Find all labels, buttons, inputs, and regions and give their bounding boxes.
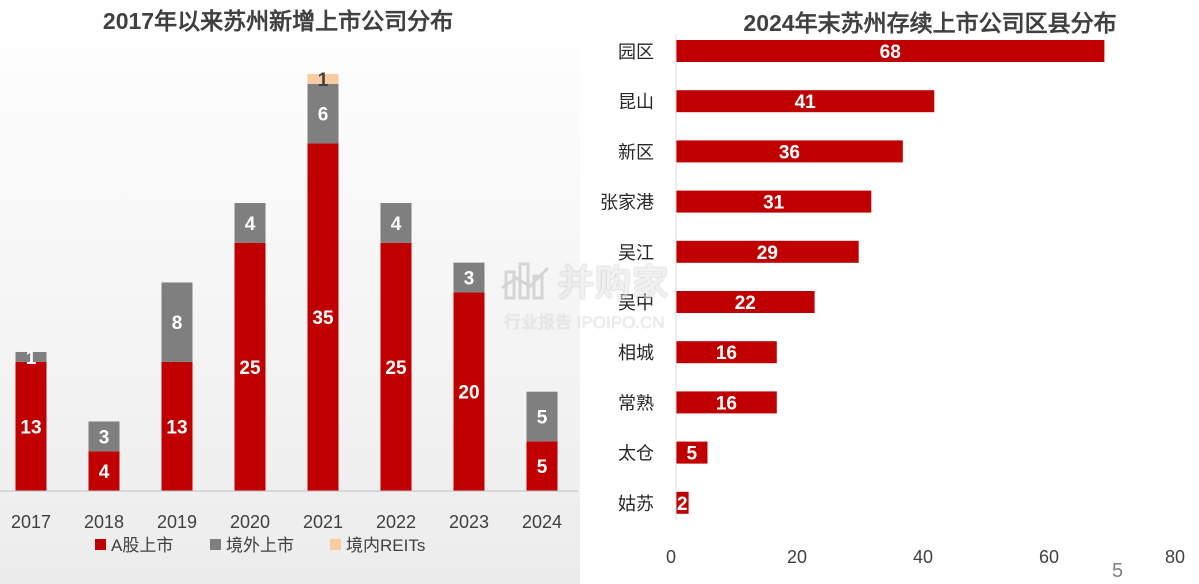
y-category-吴中: 吴中 [618,293,654,313]
legend-label-2: 境内REITs [346,536,425,555]
bar-2024-series-0 [526,441,558,491]
bar-2019-series-0 [161,361,193,491]
hbar-label-新区: 36 [779,142,800,163]
bar-label-2023-series-1: 3 [464,269,475,290]
bar-label-2019-series-0: 13 [166,417,187,438]
bar-label-2024-series-1: 5 [537,408,548,429]
y-category-常熟: 常熟 [618,393,654,413]
x-tick-2022: 2022 [376,512,416,532]
x-tick-2019: 2019 [157,512,197,532]
x-tick-2020: 2020 [230,512,270,532]
hbar-昆山 [676,90,935,113]
hbar-吴江 [676,240,859,263]
bar-label-2017-series-0: 13 [20,417,41,438]
right-bar-group: 68 41 36 31 29 22 16 16 5 2 [676,40,1105,515]
hbar-label-吴中: 22 [735,293,756,314]
hbar-label-常熟: 16 [716,393,737,414]
y-category-昆山: 昆山 [618,92,654,112]
bar-label-2017-series-1: 1 [26,348,37,369]
bar-2023-series-0 [453,292,485,491]
bar-2021-series-0 [307,143,339,491]
bar-label-2019-series-1: 8 [172,313,183,334]
left-x-axis: 2017 2018 2019 2020 2021 2022 2023 2024 [0,490,578,532]
x-tick-40: 40 [913,547,933,567]
bar-2022-series-0 [380,242,412,491]
bar-2017-series-0 [15,361,47,491]
x-tick-2021: 2021 [303,512,343,532]
hbar-label-张家港: 31 [763,193,785,214]
x-tick-2024: 2024 [522,512,562,532]
hbar-相城 [676,341,777,364]
bar-2022-series-1 [380,203,412,243]
hbar-太仓 [676,441,708,464]
left-chart-title: 2017年以来苏州新增上市公司分布 [103,8,453,34]
bar-2018-series-1 [88,421,120,452]
x-tick-60: 60 [1039,547,1059,567]
hbar-label-姑苏: 2 [677,494,688,515]
legend-label-1: 境外上市 [226,536,294,555]
bar-label-2023-series-0: 20 [458,383,479,404]
bar-2020-series-1 [234,203,266,243]
bar-label-2021-series-2: 1 [318,70,329,91]
hbar-label-太仓: 5 [686,444,697,465]
bar-2019-series-1 [161,282,193,362]
hbar-新区 [676,140,903,163]
hbar-吴中 [676,291,815,313]
bar-label-2024-series-0: 5 [537,457,548,478]
bar-2021-series-1 [307,83,339,144]
y-category-张家港: 张家港 [600,193,654,213]
hbar-label-园区: 68 [880,42,901,63]
legend-label-0: A股上市 [111,536,173,555]
x-tick-0: 0 [666,547,676,567]
hbar-label-昆山: 41 [795,92,817,113]
y-category-吴江: 吴江 [618,243,654,263]
bar-label-2022-series-0: 25 [385,358,407,379]
x-tick-2017: 2017 [11,512,51,532]
bar-label-2018-series-1: 3 [99,427,110,448]
legend-swatch-0 [95,539,106,550]
bar-label-2020-series-0: 25 [239,358,261,379]
bar-2021-series-2 [307,73,339,84]
bar-2024-series-1 [526,391,558,442]
x-tick-2018: 2018 [84,512,124,532]
hbar-园区 [676,40,1105,62]
page-number: 5 [1112,560,1124,582]
bar-2020-series-0 [234,242,266,491]
bar-2017-series-1 [15,351,47,362]
legend-swatch-2 [330,539,341,550]
legend-swatch-1 [210,539,221,550]
hbar-常熟 [676,391,777,414]
y-category-相城: 相城 [618,343,654,363]
bar-label-2021-series-0: 35 [312,308,334,329]
bar-2018-series-0 [88,451,120,491]
hbar-label-相城: 16 [716,343,737,364]
right-chart-title: 2024年末苏州存续上市公司区县分布 [743,10,1116,36]
bar-label-2018-series-0: 4 [99,462,110,483]
y-category-新区: 新区 [618,142,654,162]
hbar-张家港 [676,190,872,213]
y-category-姑苏: 姑苏 [618,494,654,514]
x-tick-20: 20 [787,547,807,567]
bar-2023-series-1 [453,262,485,293]
y-category-园区: 园区 [618,42,654,62]
left-legend: A股上市 境外上市 境内REITs [95,536,425,555]
bar-label-2020-series-1: 4 [245,214,256,235]
x-tick-2023: 2023 [449,512,489,532]
y-category-太仓: 太仓 [618,444,654,464]
bar-label-2022-series-1: 4 [391,214,402,235]
bar-label-2021-series-1: 6 [318,105,329,126]
hbar-label-吴江: 29 [757,243,778,264]
x-tick-80: 80 [1165,547,1185,567]
hbar-姑苏 [676,491,689,514]
